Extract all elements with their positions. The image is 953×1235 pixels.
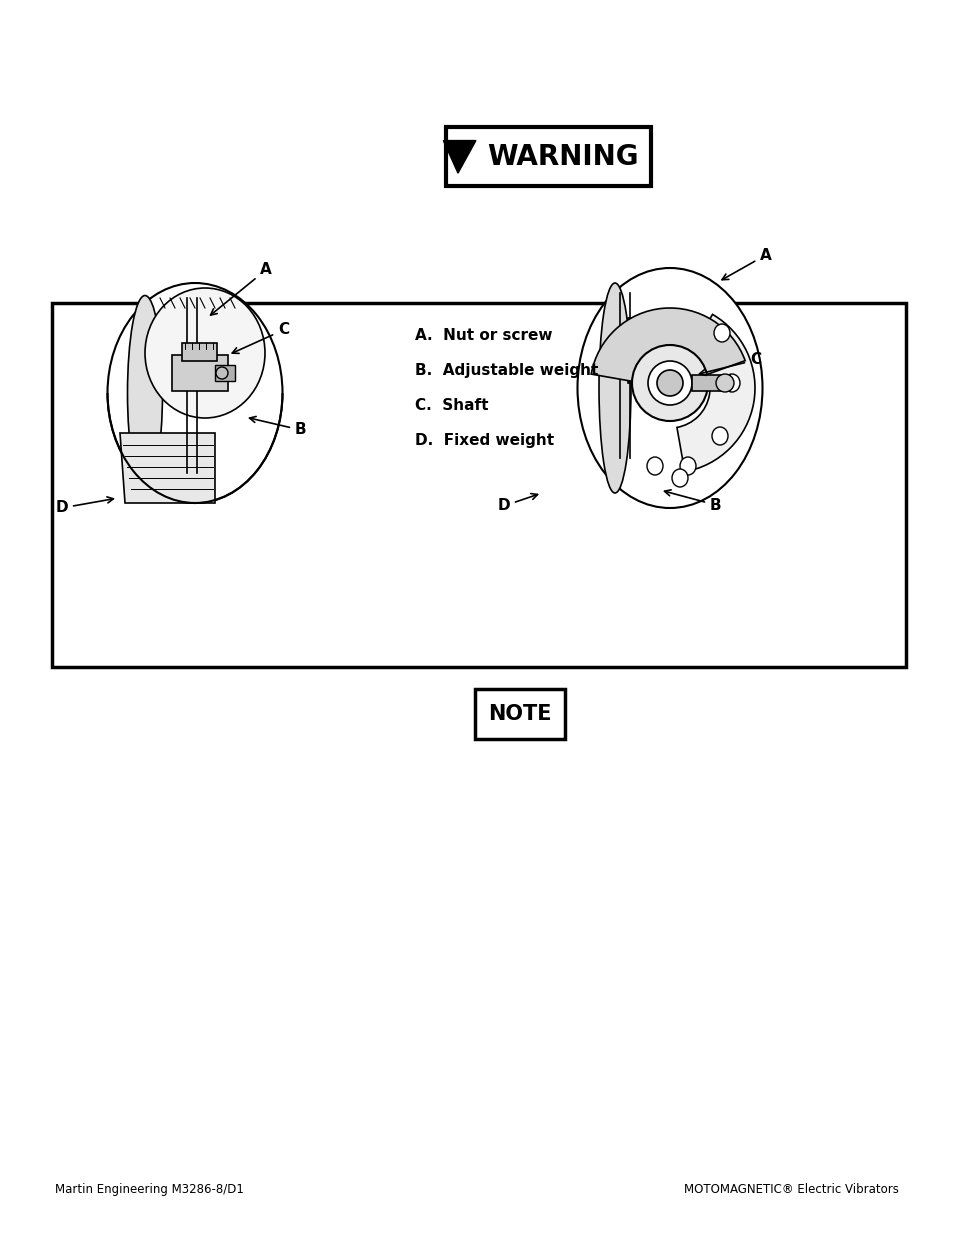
Ellipse shape bbox=[646, 457, 662, 475]
Ellipse shape bbox=[598, 283, 630, 493]
Text: D.  Fixed weight: D. Fixed weight bbox=[415, 432, 554, 447]
Ellipse shape bbox=[577, 268, 761, 508]
Polygon shape bbox=[443, 141, 476, 173]
Text: WARNING: WARNING bbox=[487, 143, 638, 170]
Ellipse shape bbox=[713, 324, 729, 342]
Bar bbox=[214, 366, 234, 382]
Text: A: A bbox=[721, 247, 771, 279]
Bar bbox=[52, 303, 905, 667]
Text: Martin Engineering M3286-8/D1: Martin Engineering M3286-8/D1 bbox=[55, 1183, 244, 1195]
Bar bbox=[691, 375, 729, 391]
Bar bbox=[475, 689, 564, 739]
Text: C.  Shaft: C. Shaft bbox=[415, 398, 488, 412]
Text: NOTE: NOTE bbox=[488, 704, 551, 724]
Wedge shape bbox=[591, 308, 744, 384]
Text: C: C bbox=[232, 322, 289, 353]
Circle shape bbox=[716, 374, 733, 391]
Text: B.  Adjustable weight: B. Adjustable weight bbox=[415, 363, 598, 378]
Wedge shape bbox=[677, 315, 754, 472]
Ellipse shape bbox=[128, 295, 162, 490]
Text: C: C bbox=[699, 352, 760, 375]
Text: A: A bbox=[211, 263, 272, 315]
Bar bbox=[445, 127, 650, 186]
Bar bbox=[172, 354, 228, 391]
Text: MOTOMAGNETIC® Electric Vibrators: MOTOMAGNETIC® Electric Vibrators bbox=[683, 1183, 898, 1195]
Ellipse shape bbox=[679, 457, 696, 475]
Text: A.  Nut or screw: A. Nut or screw bbox=[415, 327, 552, 342]
Text: B: B bbox=[664, 490, 720, 513]
Polygon shape bbox=[120, 433, 214, 503]
Circle shape bbox=[647, 361, 691, 405]
Circle shape bbox=[657, 370, 682, 396]
Circle shape bbox=[215, 367, 228, 379]
Ellipse shape bbox=[145, 288, 265, 417]
Ellipse shape bbox=[723, 374, 740, 391]
Ellipse shape bbox=[108, 283, 282, 503]
Ellipse shape bbox=[671, 469, 687, 487]
Bar bbox=[182, 343, 216, 361]
Circle shape bbox=[631, 345, 707, 421]
Polygon shape bbox=[627, 317, 658, 383]
Text: B: B bbox=[250, 416, 306, 437]
Text: D: D bbox=[55, 496, 113, 515]
Ellipse shape bbox=[711, 427, 727, 445]
Text: D: D bbox=[497, 494, 537, 514]
